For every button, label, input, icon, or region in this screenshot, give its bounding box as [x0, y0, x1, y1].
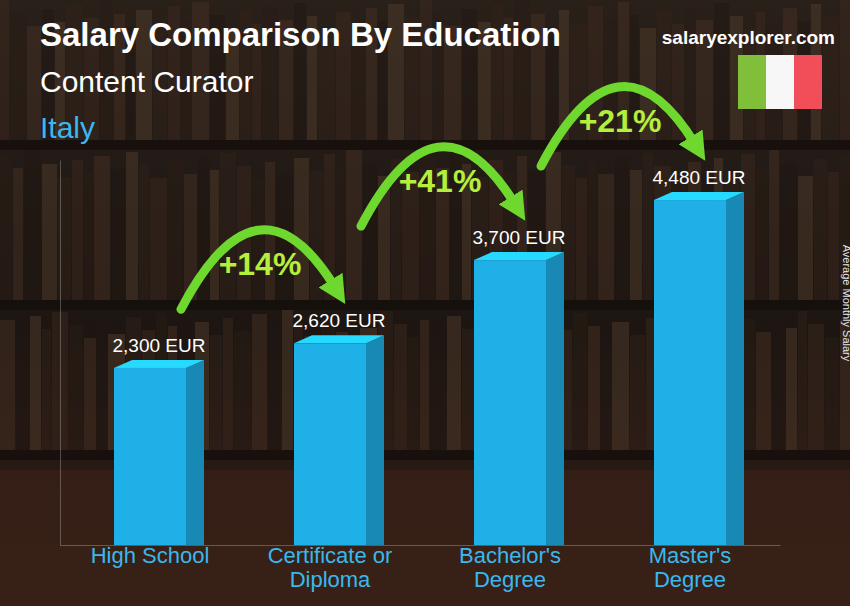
bar-group	[474, 252, 564, 545]
bar-top	[654, 192, 744, 200]
chart-svg: Salary Comparison By Education Content Cu…	[0, 0, 850, 606]
x-tick-label: Certificate orDiploma	[268, 543, 393, 592]
x-tick: Master'sDegree	[649, 543, 731, 592]
change-arrow	[541, 87, 695, 166]
flag-stripe	[794, 55, 822, 109]
bar	[294, 343, 366, 545]
x-tick-label: Bachelor'sDegree	[459, 543, 561, 592]
change-label: +21%	[579, 103, 662, 139]
background-fill	[0, 0, 850, 606]
title: Salary Comparison By Education	[40, 16, 561, 53]
data-label: 3,700 EUR	[473, 227, 566, 248]
x-tick-label-line: High School	[91, 543, 210, 568]
bar-top	[294, 335, 384, 343]
x-axis: High School Certificate orDiploma Bachelor…	[61, 543, 781, 592]
x-tick: Bachelor'sDegree	[459, 543, 561, 592]
bar-side	[186, 360, 204, 545]
change-label: +41%	[399, 163, 482, 199]
source: salaryexplorer.com	[662, 27, 835, 48]
annotations: +14% +41% +21%	[181, 87, 695, 310]
x-tick-label-line: Degree	[474, 567, 546, 592]
flag	[738, 55, 822, 109]
x-tick: Certificate orDiploma	[268, 543, 393, 592]
data-label: 2,620 EUR	[293, 310, 386, 331]
flag-stripe	[738, 55, 766, 109]
y-axis-line	[60, 161, 61, 546]
y-axis-title: Average Monthly Salary	[841, 245, 850, 362]
bar-group	[114, 360, 204, 545]
flag-stripe	[766, 55, 794, 109]
change-arrow	[181, 230, 335, 309]
change-arrow	[361, 147, 515, 226]
x-tick-label-line: Master's	[649, 543, 731, 568]
x-tick-label-line: Certificate or	[268, 543, 393, 568]
subtitle: Content Curator	[40, 65, 253, 98]
subtitle: Italy	[40, 111, 95, 144]
background	[0, 0, 850, 606]
bar-top	[474, 252, 564, 260]
chart-container: Salary Comparison By Education Content Cu…	[0, 0, 850, 606]
bar	[474, 260, 546, 545]
background-shade	[0, 0, 850, 606]
change-label: +14%	[219, 246, 302, 282]
x-tick-label-line: Bachelor's	[459, 543, 561, 568]
bar-top	[114, 360, 204, 368]
x-tick-label-line: Diploma	[290, 567, 371, 592]
bar-side	[726, 192, 744, 545]
data-label: 4,480 EUR	[653, 167, 746, 188]
x-tick-label: Master'sDegree	[649, 543, 731, 592]
x-tick-label-line: Degree	[654, 567, 726, 592]
x-tick-label: High School	[91, 543, 210, 568]
bar-group	[654, 192, 744, 545]
y-axis	[60, 161, 61, 546]
bar-side	[546, 252, 564, 545]
bar-side	[366, 335, 384, 545]
bar	[114, 368, 186, 545]
x-tick: High School	[91, 543, 210, 568]
bars	[114, 192, 744, 545]
bar	[654, 200, 726, 545]
bar-group	[294, 335, 384, 545]
data-label: 2,300 EUR	[113, 335, 206, 356]
